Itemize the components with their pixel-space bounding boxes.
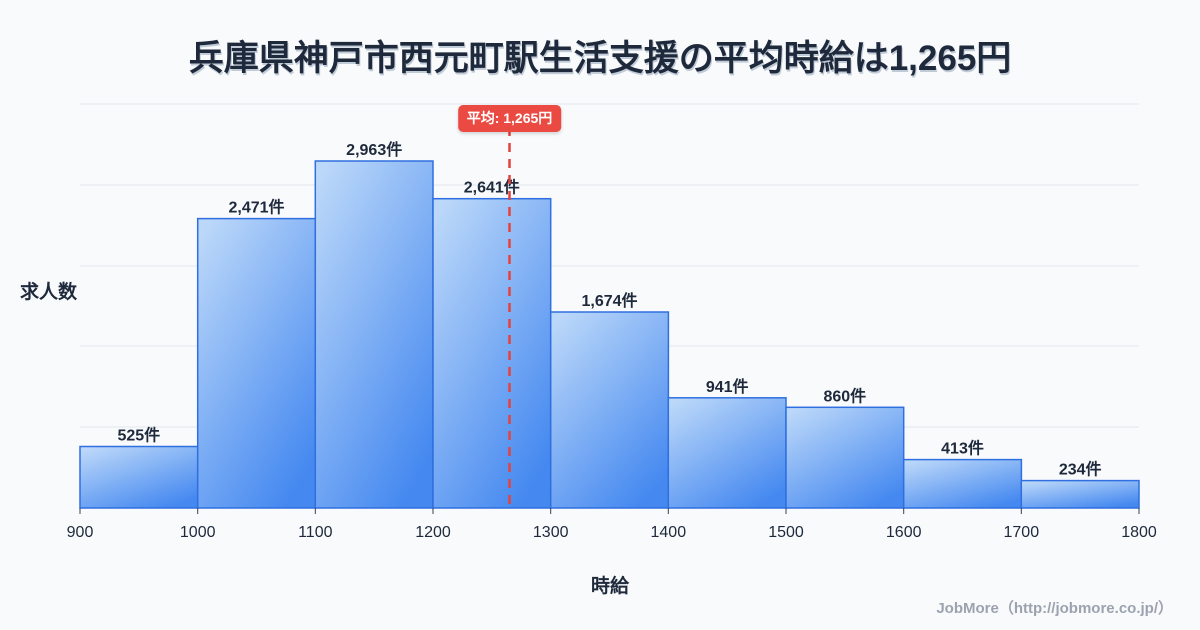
svg-text:2,471件: 2,471件 [228,198,284,217]
svg-text:1100: 1100 [298,524,333,541]
svg-text:2,641件: 2,641件 [464,178,520,197]
svg-text:1,674件: 1,674件 [581,291,637,310]
svg-text:1400: 1400 [651,524,687,541]
svg-text:525件: 525件 [117,426,160,445]
svg-text:1300: 1300 [533,524,569,541]
svg-text:1200: 1200 [415,524,451,541]
svg-text:1700: 1700 [1004,524,1040,541]
svg-text:1500: 1500 [768,524,804,541]
svg-text:900: 900 [67,524,94,541]
svg-text:求人数: 求人数 [20,280,78,303]
svg-text:941件: 941件 [706,377,749,396]
svg-text:1800: 1800 [1121,524,1157,541]
svg-text:860件: 860件 [823,386,866,405]
svg-text:2,963件: 2,963件 [346,140,402,159]
svg-text:時給: 時給 [591,574,630,597]
svg-text:1600: 1600 [886,524,922,541]
svg-text:1000: 1000 [180,524,216,541]
svg-text:413件: 413件 [941,439,984,458]
svg-text:234件: 234件 [1059,460,1102,479]
